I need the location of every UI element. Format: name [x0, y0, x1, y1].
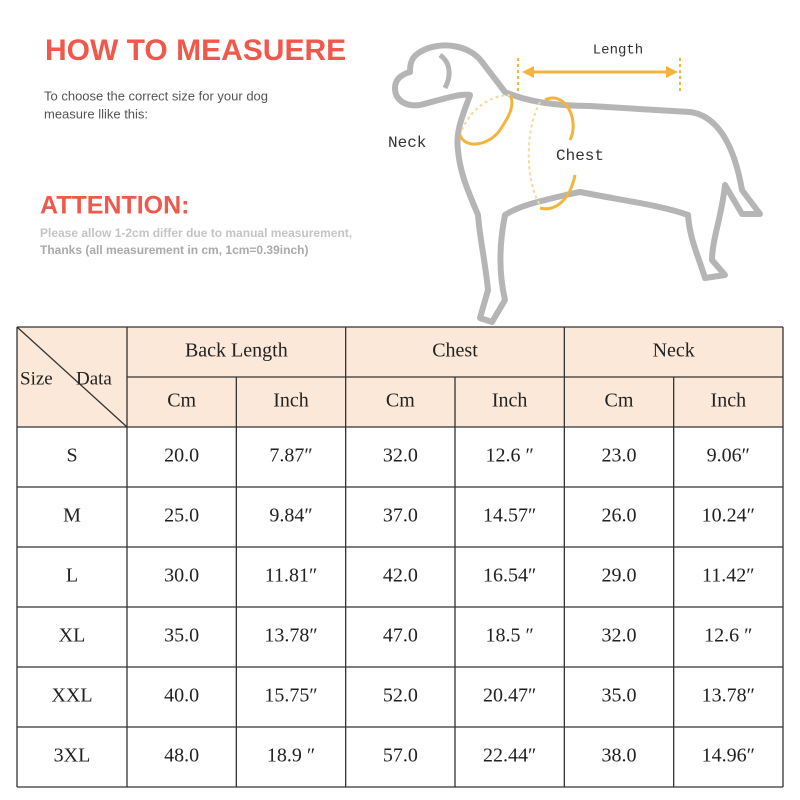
- cell-text: 7.87″: [269, 445, 312, 467]
- cell-text: 13.78″: [702, 685, 755, 707]
- cell-text: 32.0: [383, 445, 418, 467]
- cell-text: XL: [59, 625, 86, 647]
- attention-line: Thanks (all measurement in cm, 1cm=0.39i…: [40, 243, 308, 257]
- length-label: Length: [593, 43, 643, 59]
- cell-text: Inch: [273, 390, 309, 412]
- cell-text: 25.0: [164, 505, 199, 527]
- cell-text: 20.0: [164, 445, 199, 467]
- dog-diagram: Length Neck Chest: [388, 42, 763, 325]
- neck-label: Neck: [388, 134, 426, 152]
- corner-text: Data: [76, 368, 112, 389]
- cell-text: 23.0: [602, 445, 637, 467]
- cell-text: 18.9 ″: [267, 745, 315, 767]
- attention-line: Please allow 1-2cm differ due to manual …: [40, 226, 352, 240]
- cell-text: 22.44″: [483, 745, 536, 767]
- cell-text: 35.0: [164, 625, 199, 647]
- cell-text: 16.54″: [483, 565, 536, 587]
- cell-text: 11.81″: [265, 565, 318, 587]
- dog-outline: [392, 42, 763, 325]
- cell-text: L: [66, 565, 78, 587]
- chest-label: Chest: [556, 147, 604, 165]
- cell-text: 29.0: [602, 565, 637, 587]
- cell-text: Cm: [605, 390, 634, 412]
- cell-text: 9.84″: [269, 505, 312, 527]
- cell-text: 32.0: [602, 625, 637, 647]
- cell-text: 18.5 ″: [485, 625, 533, 647]
- cell-border: [16, 326, 128, 428]
- cell-text: 12.6 ″: [485, 445, 533, 467]
- subtitle: To choose the correct size for your dog: [44, 88, 268, 103]
- cell-text: 37.0: [383, 505, 418, 527]
- cell-text: XXL: [51, 685, 92, 707]
- corner-text: Size: [20, 368, 53, 389]
- cell-text: 40.0: [164, 685, 199, 707]
- cell-text: 15.75″: [264, 685, 317, 707]
- cell-text: 48.0: [164, 745, 199, 767]
- title: HOW TO MEASUERE: [45, 34, 346, 67]
- cell-text: 52.0: [383, 685, 418, 707]
- cell-text: Back Length: [185, 340, 288, 362]
- cell-text: M: [63, 505, 81, 527]
- cell-text: 38.0: [602, 745, 637, 767]
- cell-text: Chest: [432, 340, 478, 362]
- subtitle: measure llike this:: [44, 106, 148, 121]
- cell-text: Cm: [167, 390, 196, 412]
- cell-text: 11.42″: [702, 565, 755, 587]
- cell-text: 3XL: [54, 745, 91, 767]
- cell-text: S: [66, 445, 77, 467]
- cell-text: 47.0: [383, 625, 418, 647]
- cell-text: Inch: [711, 390, 747, 412]
- cell-text: 9.06″: [707, 445, 750, 467]
- cell-text: 12.6 ″: [704, 625, 752, 647]
- cell-text: 57.0: [383, 745, 418, 767]
- cell-text: Neck: [653, 340, 695, 362]
- attention-title: ATTENTION:: [40, 192, 190, 220]
- cell-text: 14.96″: [702, 745, 755, 767]
- dog-ear: [438, 52, 452, 90]
- cell-text: 35.0: [602, 685, 637, 707]
- cell-text: 30.0: [164, 565, 199, 587]
- cell-text: 42.0: [383, 565, 418, 587]
- chest-guide: [527, 101, 541, 206]
- cell-text: Inch: [492, 390, 528, 412]
- cell-text: 26.0: [602, 505, 637, 527]
- neck-arrow: [458, 94, 514, 146]
- cell-text: 10.24″: [702, 505, 755, 527]
- neck-guide: [461, 94, 511, 131]
- cell-text: 20.47″: [483, 685, 536, 707]
- chest-arrow: [539, 96, 577, 211]
- cell-text: Cm: [386, 390, 415, 412]
- cell-text: 13.78″: [264, 625, 317, 647]
- size-table: Size Data Back Length Chest Neck Cm Inch Cm Inch…: [16, 326, 784, 788]
- cell-text: 14.57″: [483, 505, 536, 527]
